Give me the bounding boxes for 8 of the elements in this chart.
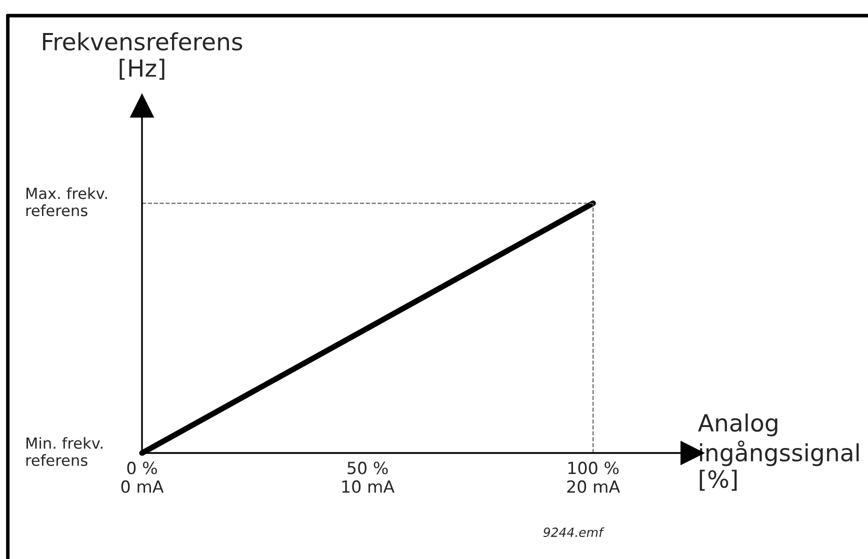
text: Min. frekv. referens bbox=[26, 437, 102, 466]
text: Frekvensreferens [Hz] bbox=[43, 32, 242, 80]
x-axis-title: Analog ingångssignal [%] bbox=[698, 413, 859, 491]
x-tick-label: 50 % 10 mA bbox=[342, 462, 394, 493]
x-tick-label: 0 % 0 mA bbox=[121, 462, 164, 493]
text: Max. frekv. referens bbox=[26, 187, 107, 216]
text: 9244.emf bbox=[543, 527, 604, 538]
x-tick-label: 100 % 20 mA bbox=[567, 462, 620, 493]
